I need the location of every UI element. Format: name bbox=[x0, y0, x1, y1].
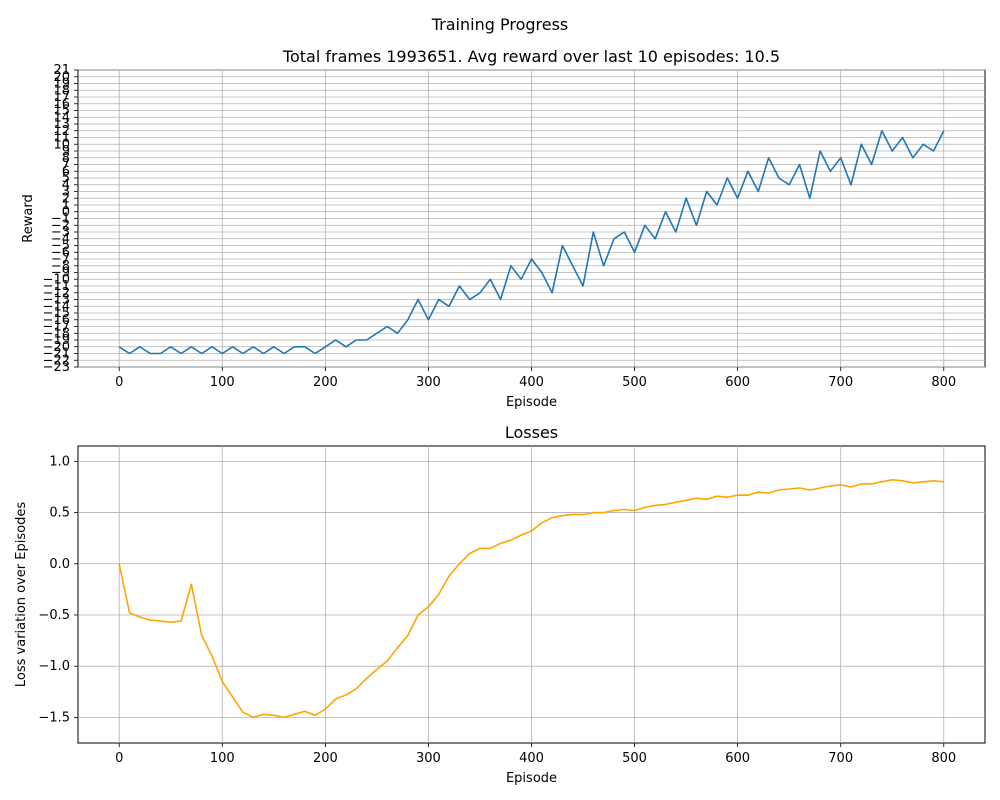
x-tick-label: 200 bbox=[313, 375, 338, 390]
y-tick-label: 11 bbox=[53, 131, 70, 146]
y-tick-label: −23 bbox=[43, 360, 70, 375]
y-tick-label: −1.0 bbox=[38, 659, 70, 674]
y-tick-label: −6 bbox=[51, 245, 70, 260]
y-tick-label: 4 bbox=[62, 178, 70, 193]
y-tick-label: 9 bbox=[62, 144, 70, 159]
y-tick-label: −13 bbox=[43, 293, 70, 308]
y-tick-label: 20 bbox=[53, 70, 70, 85]
x-tick-label: 800 bbox=[931, 751, 956, 766]
x-tick-label: 500 bbox=[622, 751, 647, 766]
x-tick-label: 700 bbox=[828, 751, 853, 766]
y-tick-label: 1.0 bbox=[49, 454, 70, 469]
reward-y-axis-label: Reward bbox=[21, 194, 36, 242]
x-tick-label: 400 bbox=[519, 751, 544, 766]
y-tick-label: 21 bbox=[53, 63, 70, 78]
y-tick-label: −16 bbox=[43, 313, 70, 328]
reward-chart: 0 100 200 300 400 500 600 700 800 −23−22−21−20−1… bbox=[21, 47, 986, 410]
x-tick-label: 0 bbox=[115, 375, 123, 390]
y-tick-label: 19 bbox=[53, 77, 70, 92]
suptitle: Training Progress bbox=[431, 15, 569, 34]
loss-x-axis-label: Episode bbox=[506, 771, 557, 786]
x-tick-label: 200 bbox=[313, 751, 338, 766]
y-tick-label: 12 bbox=[53, 124, 70, 139]
reward-x-ticks: 0 100 200 300 400 500 600 700 800 bbox=[115, 367, 956, 390]
y-tick-label: −3 bbox=[51, 225, 70, 240]
y-tick-label: 2 bbox=[62, 191, 70, 206]
y-tick-label: −1 bbox=[51, 212, 70, 227]
x-tick-label: 800 bbox=[931, 375, 956, 390]
y-tick-label: −9 bbox=[51, 266, 70, 281]
y-tick-label: 13 bbox=[53, 117, 70, 132]
y-tick-label: −1.5 bbox=[38, 710, 70, 725]
y-tick-label: 0 bbox=[62, 205, 70, 220]
y-tick-label: −4 bbox=[51, 232, 70, 247]
series-line bbox=[118, 130, 945, 355]
x-tick-label: 700 bbox=[828, 375, 853, 390]
y-tick-label: −2 bbox=[51, 218, 70, 233]
y-tick-label: −8 bbox=[51, 259, 70, 274]
reward-grid bbox=[78, 69, 985, 368]
y-tick-label: 15 bbox=[53, 104, 70, 119]
x-tick-label: 400 bbox=[519, 375, 544, 390]
y-tick-label: −21 bbox=[43, 347, 70, 362]
y-tick-label: 6 bbox=[62, 164, 70, 179]
y-tick-label: 16 bbox=[53, 97, 70, 112]
y-tick-label: 18 bbox=[53, 83, 70, 98]
reward-chart-title: Total frames 1993651. Avg reward over la… bbox=[282, 47, 780, 66]
y-tick-label: 1 bbox=[62, 198, 70, 213]
x-tick-label: 0 bbox=[115, 751, 123, 766]
x-tick-label: 600 bbox=[725, 751, 750, 766]
y-tick-label: −18 bbox=[43, 326, 70, 341]
y-tick-label: 17 bbox=[53, 90, 70, 105]
y-tick-label: −0.5 bbox=[38, 608, 70, 623]
y-tick-label: −7 bbox=[51, 252, 70, 267]
loss-chart: 0 100 200 300 400 500 600 700 800 −1.5 −1.0 −0.5 0.… bbox=[14, 423, 986, 786]
y-tick-label: 0.5 bbox=[49, 506, 70, 521]
loss-x-ticks: 0 100 200 300 400 500 600 700 800 bbox=[115, 743, 956, 766]
y-tick-label: −19 bbox=[43, 333, 70, 348]
x-tick-label: 300 bbox=[416, 751, 441, 766]
y-tick-label: −22 bbox=[43, 353, 70, 368]
x-tick-label: 600 bbox=[725, 375, 750, 390]
loss-chart-title: Losses bbox=[505, 423, 558, 442]
loss-series bbox=[118, 478, 944, 719]
series-line bbox=[118, 478, 944, 719]
y-tick-label: −15 bbox=[43, 306, 70, 321]
reward-series bbox=[118, 130, 945, 355]
y-tick-label: 5 bbox=[62, 171, 70, 186]
y-tick-label: 7 bbox=[62, 158, 70, 173]
y-tick-label: −12 bbox=[43, 286, 70, 301]
y-tick-label: 0.0 bbox=[49, 557, 70, 572]
x-tick-label: 300 bbox=[416, 375, 441, 390]
x-tick-label: 100 bbox=[210, 375, 235, 390]
x-tick-label: 100 bbox=[210, 751, 235, 766]
y-tick-label: −10 bbox=[43, 272, 70, 287]
y-tick-label: −5 bbox=[51, 239, 70, 254]
loss-grid bbox=[78, 446, 985, 743]
x-tick-label: 500 bbox=[622, 375, 647, 390]
y-tick-label: −20 bbox=[43, 340, 70, 355]
y-tick-label: 8 bbox=[62, 151, 70, 166]
y-tick-label: 10 bbox=[53, 137, 70, 152]
y-tick-label: 14 bbox=[53, 110, 70, 125]
reward-x-axis-label: Episode bbox=[506, 395, 557, 410]
loss-y-ticks: −1.5 −1.0 −0.5 0.0 0.5 1.0 bbox=[38, 454, 78, 725]
y-tick-label: −17 bbox=[43, 320, 70, 335]
reward-y-ticks: −23−22−21−20−19−18−17−16−15−14−13−12−11−… bbox=[43, 63, 78, 375]
loss-y-axis-label: Loss variation over Episodes bbox=[14, 502, 29, 687]
y-tick-label: −14 bbox=[43, 299, 70, 314]
y-tick-label: 3 bbox=[62, 185, 70, 200]
y-tick-label: −11 bbox=[43, 279, 70, 294]
